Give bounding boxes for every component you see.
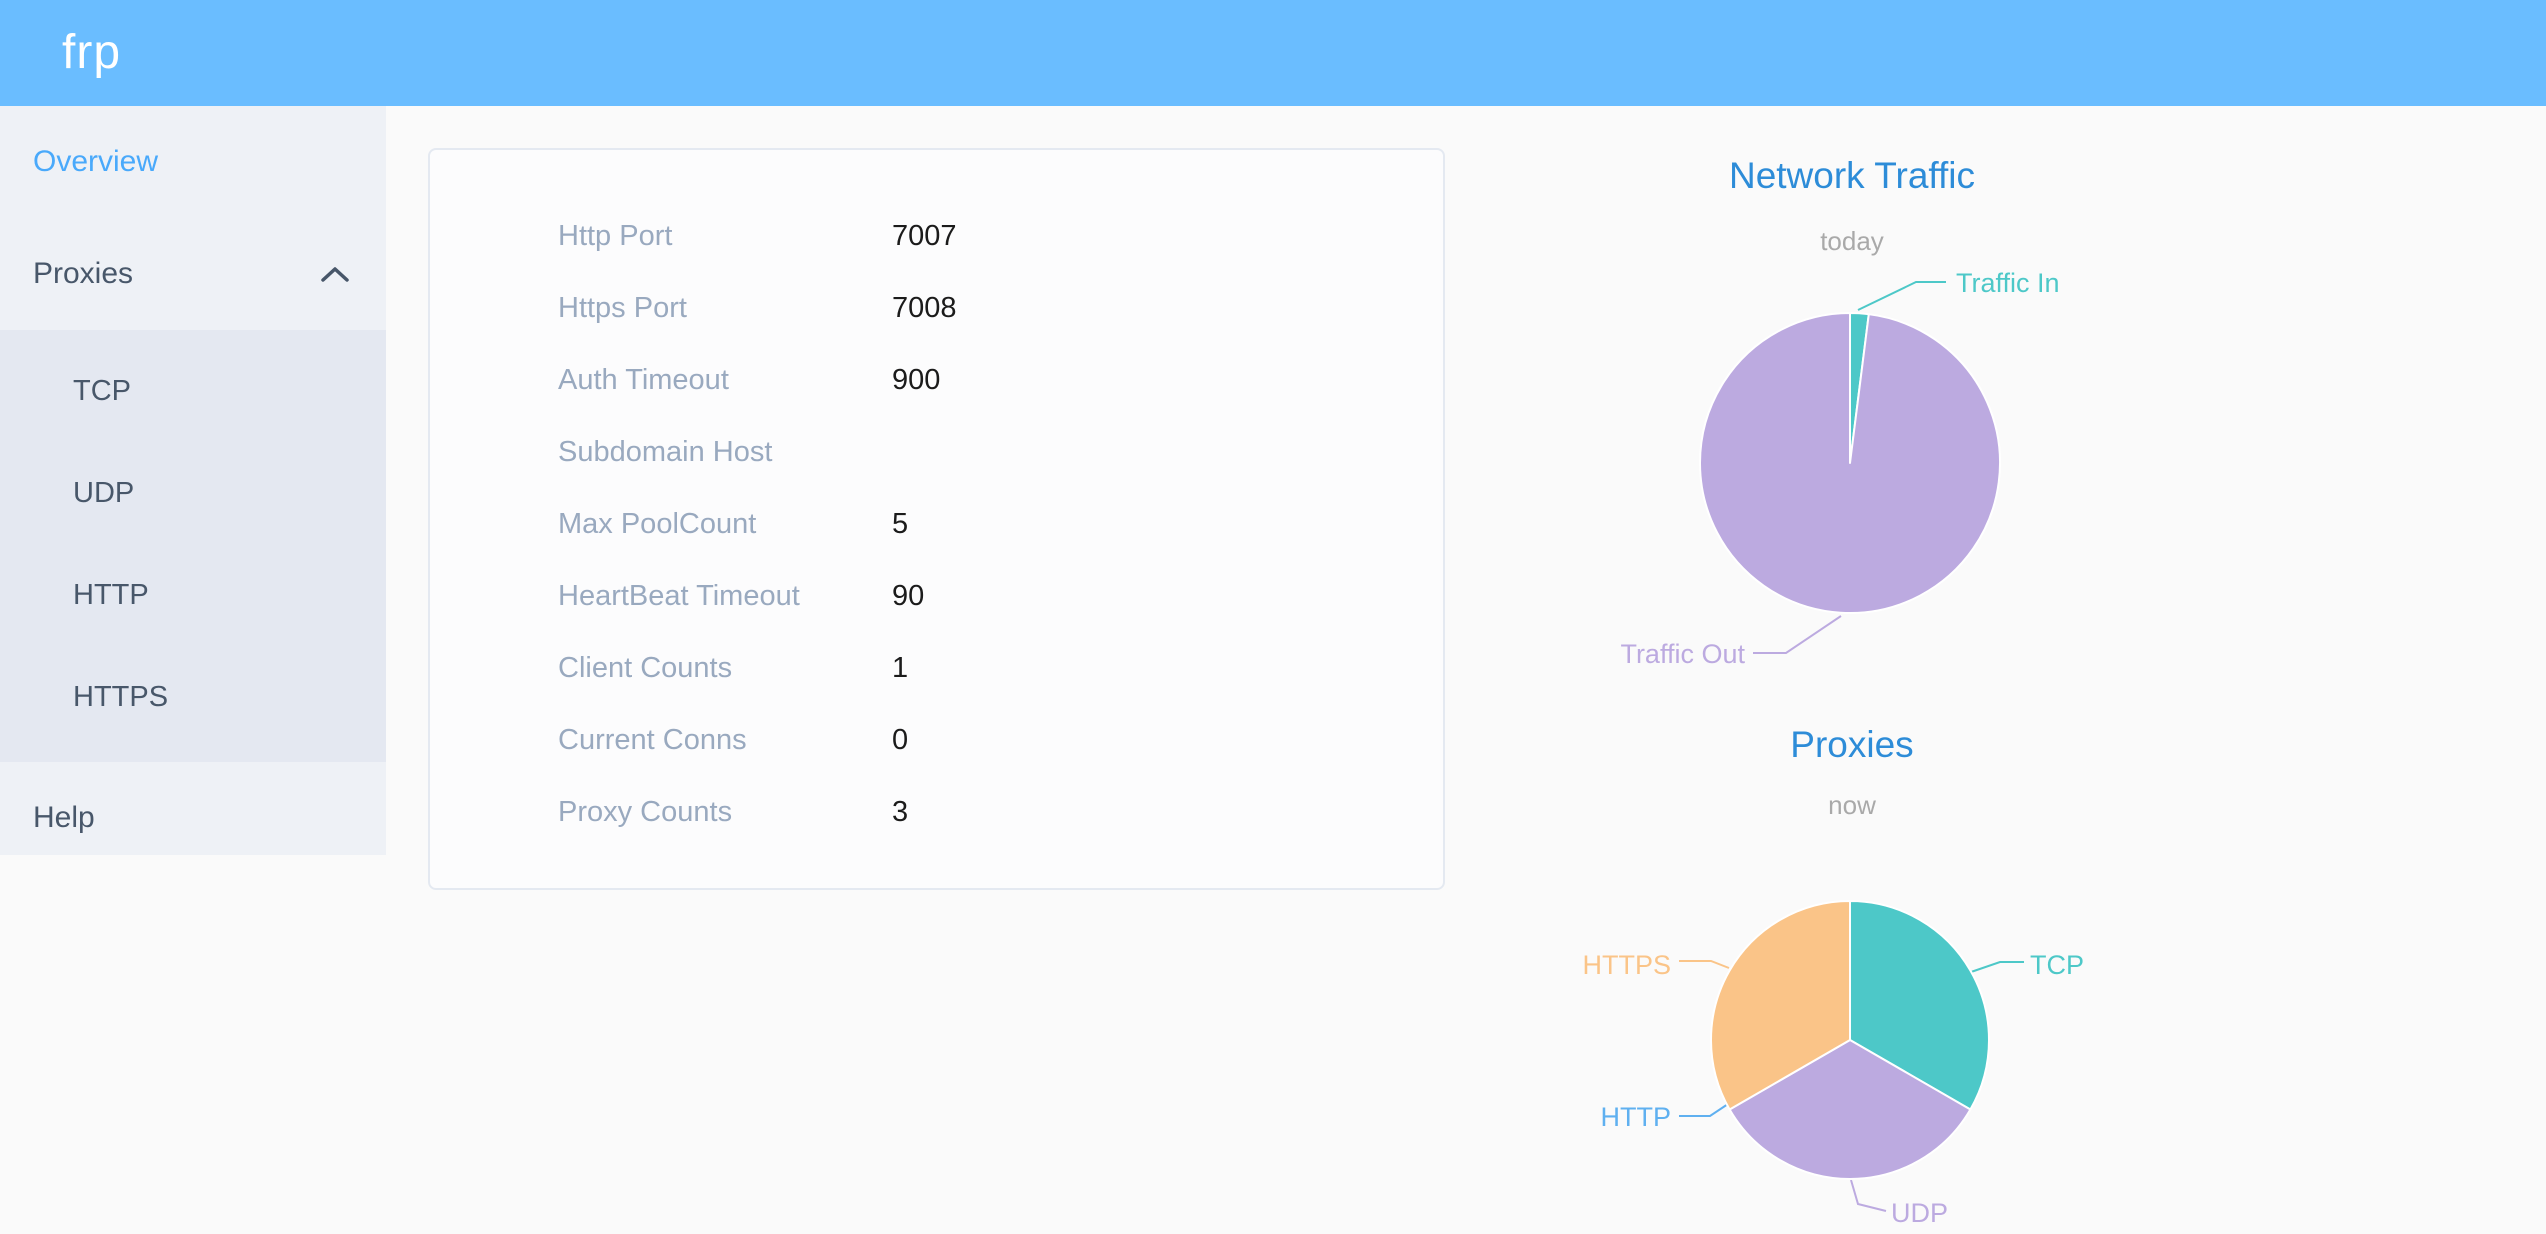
row-label: Client Counts [558,651,733,684]
pie-network-traffic [1699,312,2001,614]
table-row: Current Conns 0 [558,704,1443,776]
pie-label-http: HTTP [1600,1102,1672,1132]
sidebar: Overview Proxies TCP UDP HTTP HTTPS Help [0,106,386,855]
table-row: Proxy Counts 3 [558,776,1443,848]
table-row: Http Port 7007 [558,200,1443,272]
chart-subtitle-now: now [1828,790,1876,820]
table-row: Client Counts 1 [558,632,1443,704]
table-row: Auth Timeout 900 [558,344,1443,416]
pie-proxies [1710,900,1990,1181]
sidebar-item-udp[interactable]: UDP [73,477,135,509]
table-row: Max PoolCount 5 [558,488,1443,560]
row-label: Proxy Counts [558,795,733,828]
leader-line-tcp [1970,961,2024,973]
sidebar-item-proxies[interactable]: Proxies [0,218,386,330]
chart-title-network-traffic: Network Traffic [1728,155,1976,196]
chevron-up-icon[interactable] [320,218,350,330]
sidebar-submenu: TCP UDP HTTP HTTPS [0,330,386,762]
row-value: 0 [892,723,909,756]
leader-line-udp [1850,1179,1887,1212]
table-row: Https Port 7008 [558,272,1443,344]
pie-slice-traffic-in [1849,312,1870,464]
pie-label-tcp: TCP [2030,950,2084,980]
row-label: Current Conns [558,723,747,756]
row-value: 5 [892,507,909,540]
leader-line-traffic-in [1857,281,1946,311]
pie-slice-traffic-out [1699,312,2001,614]
row-value: 3 [892,795,909,828]
sidebar-item-http[interactable]: HTTP [73,579,149,611]
table-row: HeartBeat Timeout 90 [558,560,1443,632]
row-label: Http Port [558,219,673,252]
row-label: HeartBeat Timeout [558,579,800,612]
sidebar-item-help[interactable]: Help [0,762,386,874]
leader-line-http [1679,1101,1732,1117]
leader-line-https [1679,960,1730,969]
row-label: Https Port [558,291,687,324]
sidebar-item-tcp[interactable]: TCP [73,375,131,407]
sidebar-item-https[interactable]: HTTPS [73,681,169,713]
row-value: 1 [892,651,909,684]
pie-label-udp: UDP [1891,1198,1949,1228]
pie-label-https: HTTPS [1582,950,1671,980]
chart-subtitle-today: today [1820,226,1884,256]
table-row: Subdomain Host [558,416,1443,488]
pie-slice-udp [1728,1039,1972,1181]
chart-title-proxies: Proxies [1790,724,1914,765]
row-value: 900 [892,363,941,396]
sidebar-item-label: Overview [33,145,159,178]
sidebar-item-label: Help [33,801,95,834]
row-value: 7007 [892,219,957,252]
row-label: Auth Timeout [558,363,729,396]
app-header: frp [0,0,2546,106]
leader-line-traffic-out [1753,615,1842,654]
row-value: 90 [892,579,925,612]
pie-slice-https [1710,900,1851,1111]
row-label: Subdomain Host [558,435,773,468]
pie-label-traffic-out: Traffic Out [1620,639,1745,669]
brand-logo: frp [62,26,122,79]
row-label: Max PoolCount [558,507,757,540]
sidebar-item-overview[interactable]: Overview [0,106,386,218]
row-value: 7008 [892,291,957,324]
pie-slice-tcp [1849,900,1990,1111]
pie-label-traffic-in: Traffic In [1956,268,2060,298]
overview-card: Http Port 7007 Https Port 7008 Auth Time… [428,148,1445,890]
sidebar-item-label: Proxies [33,257,134,290]
